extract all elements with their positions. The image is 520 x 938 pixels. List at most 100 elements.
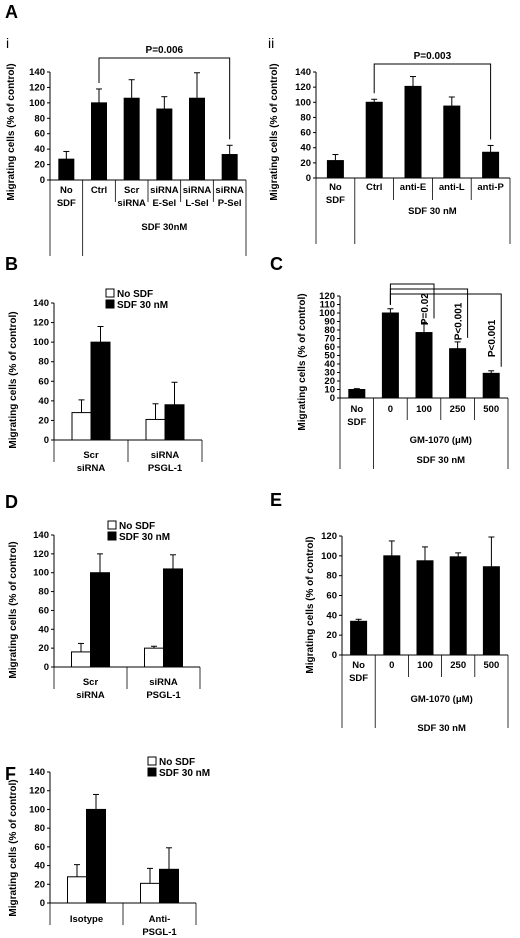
bar [350,620,368,656]
y-tick-label: 140 [295,67,311,78]
y-tick-label: 40 [34,861,45,872]
category-label: PSGL-1 [146,690,181,701]
y-tick-label: 100 [295,97,311,108]
group-label: SDF 30 nM [408,206,457,217]
y-tick-label: 60 [324,342,335,353]
category-label: siRNA [149,677,178,688]
y-axis-label: Migrating cells (% of control) [269,63,280,200]
bar [383,555,401,656]
legend-swatch [147,756,157,766]
bar [144,647,164,668]
y-tick-label: 0 [330,393,335,404]
category-label: SDF [347,417,366,428]
bar [482,372,500,399]
y-tick-label: 100 [29,804,45,815]
category-label: 500 [483,660,499,671]
group-label-secondary: SDF 30 nM [417,723,466,734]
y-tick-label: 140 [29,67,45,78]
category-label: anti-L [439,182,465,193]
panel-label: B [5,254,18,274]
bar [482,566,500,656]
y-tick-label: 0 [332,650,337,661]
category-label: Scr [83,677,99,688]
y-tick-label: 20 [38,415,49,426]
y-tick-label: 120 [295,82,311,93]
y-tick-label: 110 [320,300,335,311]
significance-label: P=0.003 [414,51,452,62]
panel-label: F [5,764,16,784]
y-tick-label: 80 [324,325,335,336]
panel-sublabel: ii [268,35,274,51]
bar [90,341,111,441]
significance-label: P<0.001 [487,319,498,357]
y-tick-label: 20 [34,160,45,171]
y-tick-label: 20 [34,879,45,890]
significance-label: P<0.001 [454,302,465,340]
y-tick-label: 70 [324,334,335,345]
y-axis-label: Migrating cells (% of control) [297,293,308,430]
category-label: siRNA [150,185,179,196]
panel-label: D [5,492,18,512]
category-label: siRNA [77,463,106,474]
y-tick-label: 120 [29,82,45,93]
category-label: PSGL-1 [148,463,183,474]
category-label: 250 [450,660,466,671]
bar [404,85,422,179]
bar [71,412,92,441]
y-tick-label: 0 [306,173,311,184]
panel-b: B 0 20 40 60 80 100 120 140 Migrating cells (% of… [5,254,203,474]
panel-ai: Ai 0 20 40 60 80 100 120 140 Migrating cells (% o… [5,2,247,256]
legend-label: SDF 30 nM [159,768,210,779]
y-tick-label: 100 [29,98,45,109]
category-label: PSGL-1 [142,927,177,938]
y-tick-label: 60 [34,129,45,140]
y-tick-label: 100 [319,308,335,319]
y-tick-label: 30 [324,368,335,379]
category-label: anti-P [477,182,504,193]
bar [416,560,434,656]
panel-label: A [5,2,18,22]
category-label: No [350,404,363,415]
bar [221,154,238,181]
category-label: Scr [124,185,140,196]
category-label: Anti- [149,914,171,925]
category-label: SDF [349,673,368,684]
category-label: siRNA [183,185,212,196]
category-label: 100 [417,660,433,671]
y-tick-label: 140 [33,298,49,309]
bar [164,404,185,441]
y-axis-label: Migrating cells (% of control) [6,63,17,200]
significance-bracket [389,293,502,367]
legend-label: No SDF [159,757,195,768]
bar [326,160,344,179]
y-tick-label: 80 [300,112,311,123]
legend-label: SDF 30 nM [119,532,170,543]
y-axis-label: Migrating cells (% of control) [305,536,316,673]
y-tick-label: 20 [38,643,49,654]
bar [365,101,383,179]
panel-sublabel: i [6,35,9,51]
category-label: 500 [483,404,499,415]
y-tick-label: 0 [44,662,49,673]
y-tick-label: 60 [38,376,49,387]
bar [91,102,107,181]
category-label: Ctrl [91,185,107,196]
panel-aii: ii 0 20 40 60 80 100 120 140 Migrating cells (% o… [268,35,511,244]
bar [156,108,173,181]
y-tick-label: 120 [33,549,49,560]
category-label: No [60,185,73,196]
bar [449,556,467,656]
bar [58,158,75,181]
category-label: Isotype [70,914,103,925]
category-label: Scr [83,450,99,461]
y-tick-label: 60 [38,605,49,616]
group-label: GM-1070 (μM) [410,694,472,705]
y-tick-label: 40 [34,144,45,155]
panel-label: E [270,490,282,510]
y-axis-label: Migrating cells (% of control) [8,779,19,916]
significance-bracket [98,57,231,140]
panel-f: F 0 20 40 60 80 100 120 140 Migrating cells (% of… [5,756,210,938]
y-tick-label: 40 [324,359,335,370]
bar [67,876,87,904]
bar [159,868,179,904]
